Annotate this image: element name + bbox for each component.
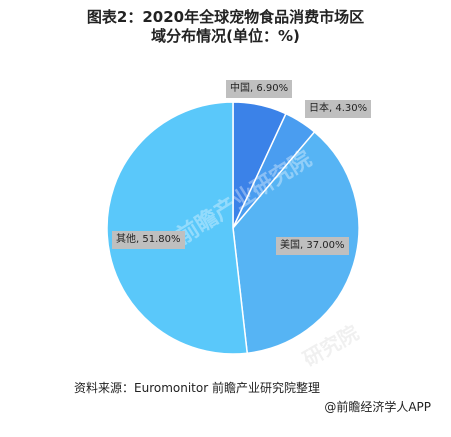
source-note: 资料来源：Euromonitor 前瞻产业研究院整理 [74, 381, 320, 395]
chart-title-line1: 图表2：2020年全球宠物食品消费市场区 [86, 8, 365, 26]
slice-label-2: 美国, 37.00% [276, 237, 349, 255]
chart-title: 图表2：2020年全球宠物食品消费市场区 域分布情况(单位：%) [0, 8, 451, 46]
slice-label-0: 中国, 6.90% [226, 80, 293, 98]
slice-label-1: 日本, 4.30% [305, 100, 372, 118]
pie-slice-3 [106, 101, 249, 355]
brand-credit: @前瞻经济学人APP [324, 400, 431, 414]
slice-label-3: 其他, 51.80% [112, 231, 185, 249]
chart-title-line2: 域分布情况(单位：%) [151, 27, 300, 45]
pie-slices [106, 101, 360, 355]
